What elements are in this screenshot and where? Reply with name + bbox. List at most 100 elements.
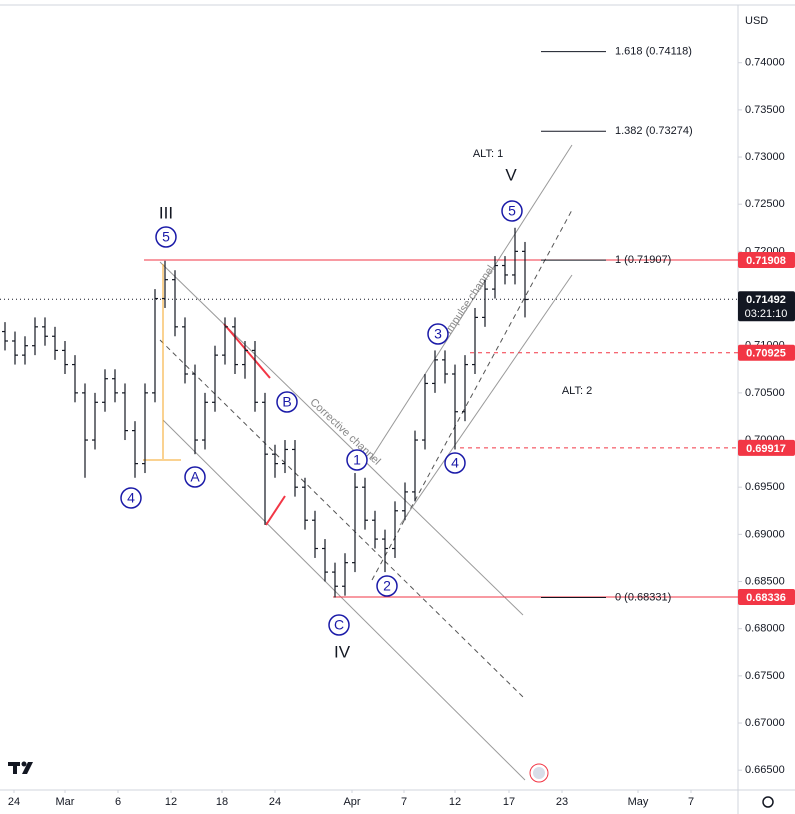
wave-label: 4 [451, 455, 459, 471]
ohlc-bar [502, 256, 508, 285]
wave-circle [276, 391, 298, 413]
y-tick-label: 0.70500 [745, 387, 785, 399]
ohlc-bar [472, 307, 478, 375]
x-tick-label: 17 [503, 796, 515, 808]
ohlc-bar [232, 317, 238, 375]
ohlc-bar [282, 440, 288, 474]
ohlc-bar [2, 322, 8, 351]
wave-circle [346, 449, 368, 471]
ohlc-bar [52, 326, 58, 360]
x-tick-label: 7 [688, 796, 694, 808]
y-tick-label: 0.73500 [745, 104, 785, 116]
impulse-channel [369, 144, 573, 581]
y-tick-label: 0.69000 [745, 528, 785, 540]
wave-circle [501, 200, 523, 222]
price-tag [738, 252, 795, 269]
ohlc-bar [192, 364, 198, 455]
ohlc-bar [172, 270, 178, 337]
price-tag-label: 0.70925 [746, 348, 786, 360]
x-tick-label: 23 [556, 796, 568, 808]
ohlc-bar [412, 430, 418, 502]
ohlc-bar [242, 340, 248, 379]
event-icon[interactable] [533, 767, 545, 779]
y-tick-label: 0.72500 [745, 198, 785, 210]
currency[interactable]: USD [745, 15, 768, 27]
wave-label: B [282, 394, 291, 410]
y-tick-label: 0.69500 [745, 481, 785, 493]
wave-label: A [190, 469, 200, 485]
ohlc-bar [372, 510, 378, 549]
ohlc-bar [432, 350, 438, 393]
ohlc-bar [392, 501, 398, 558]
ohlc-bar [182, 317, 188, 384]
x-tick-label: May [628, 796, 649, 808]
wave-circle [376, 575, 398, 597]
y-tick-label: 0.74000 [745, 57, 785, 69]
ohlc-bar [302, 477, 308, 530]
ohlc-bar [62, 340, 68, 375]
degree-label: ALT: 2 [562, 385, 592, 397]
y-tick-label: 0.68000 [745, 623, 785, 635]
ohlc-bar [362, 477, 368, 530]
ohlc-bar [482, 279, 488, 327]
ohlc-bar [292, 440, 298, 497]
ohlc-bar [322, 539, 328, 582]
wave-label: 5 [162, 229, 170, 245]
wave-circle [444, 452, 466, 474]
ohlc-bar [452, 364, 458, 450]
ohlc-bar [162, 260, 168, 308]
fib-label: 0 (0.68331) [615, 591, 671, 603]
wave-label: C [334, 617, 344, 633]
ohlc-bar [222, 317, 228, 365]
ohlc-bar [272, 444, 278, 478]
channel-label: Impulse channel [443, 263, 498, 336]
x-tick-label: 12 [165, 796, 177, 808]
ohlc-bar [332, 562, 338, 598]
y-tick-label: 0.68500 [745, 575, 785, 587]
price-tag [738, 344, 795, 361]
ohlc-bar [212, 345, 218, 412]
ohlc-bar [112, 369, 118, 403]
measure [143, 264, 181, 461]
ohlc-bar [252, 340, 258, 412]
ohlc-bar [152, 289, 158, 403]
wave-circle [155, 226, 177, 248]
wave-circle [184, 466, 206, 488]
price-tag-label: 0.69917 [746, 443, 786, 455]
wave-circle [120, 487, 142, 509]
degree-label: III [159, 203, 173, 222]
wave-label: 2 [383, 578, 391, 594]
x-tick-label: 12 [449, 796, 461, 808]
ohlc-bar [32, 317, 38, 356]
red-trend [265, 495, 286, 526]
ohlc-bar [312, 510, 318, 558]
ohlc-bar [422, 374, 428, 450]
price-tag [738, 439, 795, 456]
x-tick-label: Mar [56, 796, 75, 808]
ohlc-bar [462, 355, 468, 422]
wave-label: 4 [127, 490, 135, 506]
wave-circle [427, 323, 449, 345]
ohlc-bar [72, 355, 78, 403]
ohlc-bar [402, 482, 408, 521]
settings-icon[interactable] [762, 796, 774, 808]
last-price-label: 0.71492 [746, 294, 786, 306]
y-tick-label: 0.67500 [745, 670, 785, 682]
ohlc-bar [382, 529, 388, 573]
ohlc-bar [82, 383, 88, 478]
corrective-channel [159, 261, 526, 781]
wave-label: 3 [434, 326, 442, 342]
ohlc-bar [142, 383, 148, 474]
channel-label: Corrective channel [307, 396, 382, 467]
degree-label: ALT: 1 [473, 148, 503, 160]
ohlc-bar [262, 392, 268, 525]
y-tick-label: 0.66500 [745, 764, 785, 776]
price-tag-label: 0.68336 [746, 592, 786, 604]
price-tag-label: 0.71908 [746, 255, 786, 267]
ohlc-bar [512, 227, 518, 285]
y-tick-label: 0.67000 [745, 717, 785, 729]
ohlc-bar [22, 336, 28, 365]
ohlc-bar [492, 256, 498, 299]
ohlc-bar [92, 392, 98, 450]
